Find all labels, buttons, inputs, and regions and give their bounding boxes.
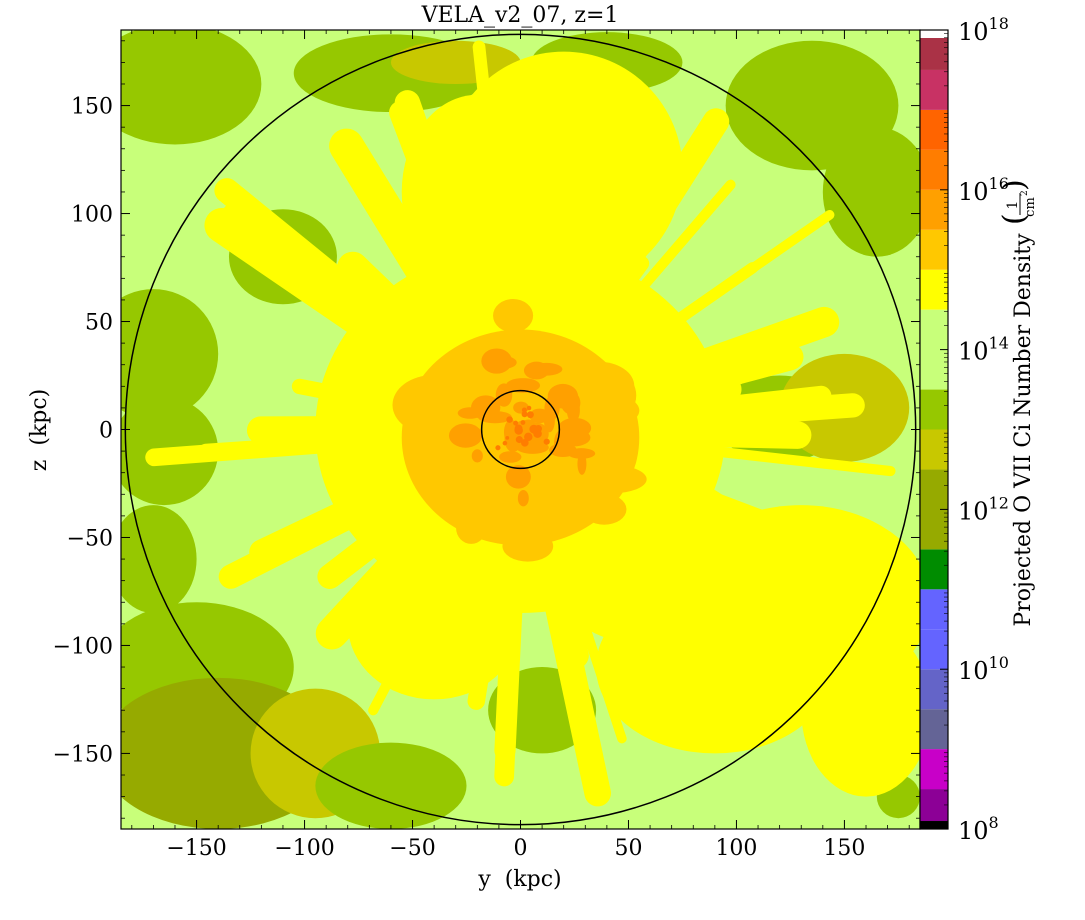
y-tick-label: −100	[53, 634, 113, 659]
heatmap-center-blob	[448, 423, 483, 448]
heatmap-center-blob	[558, 417, 592, 439]
colorbar-label: Projected O VII Ci Number Density	[1011, 233, 1036, 627]
colorbar-unit: ( 1 cm 2 )	[997, 179, 1038, 225]
heatmap-center-blob	[495, 383, 513, 407]
heatmap-peak-blob	[529, 424, 539, 434]
colorbar-unit-numerator: 1	[1005, 201, 1021, 210]
svg-text:(: (	[997, 213, 1032, 225]
colorbar-unit-exponent: 2	[1020, 190, 1030, 196]
heatmap-center-blob	[567, 448, 596, 459]
y-tick-label: 150	[71, 95, 113, 120]
heatmap-patch	[121, 505, 197, 614]
x-tick-label: 150	[823, 836, 865, 861]
y-tick-label: 0	[99, 419, 113, 444]
galaxy-radius-circle	[480, 389, 561, 470]
chart-title: VELA_v2_07, z=1	[421, 3, 619, 28]
colorbar-band	[920, 821, 948, 829]
svg-text:): )	[997, 179, 1032, 191]
colorbar-frame	[919, 29, 949, 830]
colorbar-band	[920, 189, 948, 230]
colorbar-band	[920, 749, 948, 790]
heatmap-center-blob	[505, 465, 531, 489]
x-tick-label: −100	[274, 836, 334, 861]
colorbar-band	[920, 669, 948, 710]
heatmap-peak-blob	[543, 438, 550, 445]
colorbar-tick-label: 108	[958, 813, 999, 845]
colorbar-band	[920, 269, 948, 310]
x-axis-label: y (kpc)	[477, 867, 561, 892]
heatmap-center-blob	[499, 451, 522, 463]
y-axis-ticks: −150 −100 −50 0 50 100 150	[53, 40, 920, 819]
heatmap-peak-blob	[502, 440, 508, 446]
y-tick-label: 50	[85, 311, 113, 336]
heatmap-peak-blob	[515, 436, 523, 444]
heatmap-peak-blob	[521, 411, 528, 418]
x-tick-label: 50	[614, 836, 642, 861]
colorbar-band	[920, 789, 948, 822]
heatmap-core-blob	[493, 299, 534, 333]
colorbar-band	[920, 589, 948, 630]
heatmap-center-blob	[554, 430, 567, 456]
colorbar-band	[920, 229, 948, 270]
colorbar-band	[920, 629, 948, 670]
heatmap-patch	[121, 289, 219, 419]
y-tick-label: −50	[67, 526, 113, 551]
colorbar-band	[920, 37, 948, 70]
colorbar-band	[920, 709, 948, 750]
colorbar-band	[920, 429, 948, 470]
colorbar-band	[920, 389, 948, 430]
colorbar-tick-label: 1016	[958, 174, 1009, 206]
heatmap-patch	[822, 127, 920, 257]
x-tick-label: −50	[389, 836, 435, 861]
heatmap-center-blob	[491, 356, 517, 369]
heatmap-peak-blob	[506, 416, 513, 423]
heatmap-plot-area	[121, 30, 920, 829]
heatmap-peak-blob	[495, 445, 501, 451]
heatmap-peak-blob	[521, 439, 529, 447]
heatmap-center-blob	[547, 383, 579, 409]
heatmap-patch	[801, 623, 920, 797]
y-tick-label: 100	[71, 203, 113, 228]
heatmap-peak-blob	[524, 432, 533, 442]
heatmap-field	[121, 30, 920, 829]
heatmap-patch	[401, 94, 553, 290]
colorbar-ticks: 108 1010 1012 1014 1016 1018	[940, 14, 1009, 845]
heatmap-peak-blob	[520, 420, 526, 425]
colorbar-band	[920, 549, 948, 590]
x-tick-label: 100	[715, 836, 757, 861]
heatmap-peak-blob	[513, 420, 519, 426]
heatmap-center-blob	[530, 362, 563, 376]
heatmap-peak-blob	[526, 411, 534, 419]
heatmap-patch	[121, 30, 262, 145]
heatmap-peak-blob	[514, 426, 523, 435]
colorbar-tick-label: 1012	[958, 493, 1009, 525]
colorbar-band	[920, 69, 948, 110]
heatmap-peak-blob	[526, 405, 532, 411]
x-axis-ticks: −150 −100 −50 0 50 100 150	[131, 30, 910, 861]
colorbar-tick-label: 1010	[958, 653, 1009, 685]
heatmap-peak-blob	[505, 435, 510, 440]
y-axis-label: z (kpc)	[27, 389, 52, 471]
heatmap-peak-blob	[521, 407, 527, 413]
x-tick-label: −150	[166, 836, 226, 861]
colorbar-band	[920, 30, 948, 38]
heatmap-center-blob	[517, 490, 529, 507]
y-tick-label: −150	[53, 742, 113, 767]
colorbar-unit-denominator: cm	[1023, 197, 1038, 217]
heatmap-patch	[315, 742, 467, 829]
colorbar-band	[920, 149, 948, 190]
colorbar-tick-label: 1018	[958, 14, 1009, 46]
heatmap-center-blob	[505, 378, 541, 393]
colorbar	[920, 30, 948, 829]
colorbar-band	[920, 109, 948, 150]
colorbar-tick-label: 1014	[958, 334, 1009, 366]
x-tick-label: 0	[514, 836, 528, 861]
heatmap-center-blob	[529, 408, 550, 424]
heatmap-center-blob	[471, 449, 483, 463]
